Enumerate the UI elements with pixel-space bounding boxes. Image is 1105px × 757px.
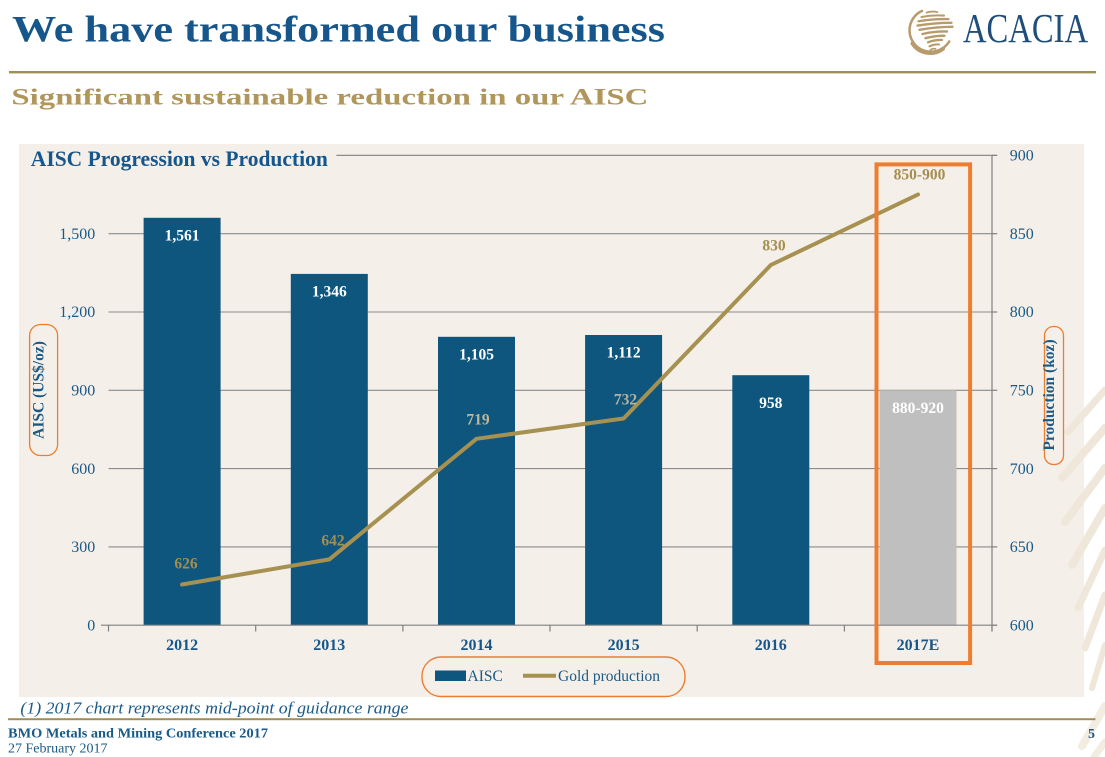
- svg-text:880-920: 880-920: [892, 400, 944, 417]
- svg-text:958: 958: [759, 395, 783, 412]
- svg-text:850-900: 850-900: [894, 167, 946, 184]
- svg-text:830: 830: [762, 238, 786, 255]
- svg-text:AISC Progression vs Production: AISC Progression vs Production: [31, 146, 328, 171]
- svg-text:0: 0: [87, 617, 95, 634]
- svg-text:700: 700: [1010, 461, 1034, 478]
- svg-text:1,200: 1,200: [59, 304, 95, 321]
- svg-text:5: 5: [1088, 727, 1095, 742]
- svg-text:Gold production: Gold production: [558, 668, 660, 685]
- svg-text:719: 719: [466, 412, 490, 429]
- svg-text:2015: 2015: [608, 637, 640, 654]
- svg-text:BMO Metals and Mining Conferen: BMO Metals and Mining Conference 2017: [8, 727, 268, 742]
- svg-text:AISC (US$/oz): AISC (US$/oz): [31, 341, 48, 439]
- svg-text:642: 642: [321, 533, 345, 550]
- svg-text:850: 850: [1010, 226, 1034, 243]
- svg-text:750: 750: [1010, 383, 1034, 400]
- svg-text:1,112: 1,112: [607, 345, 641, 362]
- svg-text:1,346: 1,346: [312, 283, 347, 300]
- svg-text:AISC: AISC: [468, 668, 503, 685]
- svg-text:ACACIA: ACACIA: [963, 5, 1088, 51]
- svg-text:732: 732: [614, 392, 638, 409]
- svg-text:We have transformed our busine: We have transformed our business: [12, 10, 665, 51]
- svg-text:2017E: 2017E: [897, 637, 940, 654]
- svg-text:Production (koz): Production (koz): [1041, 339, 1058, 450]
- svg-text:27 February 2017: 27 February 2017: [8, 742, 108, 757]
- svg-text:900: 900: [71, 383, 95, 400]
- svg-text:900: 900: [1010, 148, 1034, 165]
- svg-text:2012: 2012: [166, 637, 198, 654]
- svg-text:1,105: 1,105: [459, 346, 494, 363]
- svg-text:300: 300: [71, 539, 95, 556]
- svg-text:650: 650: [1010, 539, 1034, 556]
- svg-text:2014: 2014: [461, 637, 493, 654]
- svg-text:2013: 2013: [313, 637, 345, 654]
- svg-text:Significant sustainable reduct: Significant sustainable reduction in our…: [11, 85, 648, 110]
- svg-text:(1) 2017 chart represents mid-: (1) 2017 chart represents mid-point of g…: [20, 699, 408, 718]
- svg-text:1,500: 1,500: [59, 226, 95, 243]
- svg-text:800: 800: [1010, 304, 1034, 321]
- svg-text:2016: 2016: [755, 637, 787, 654]
- svg-text:600: 600: [71, 461, 95, 478]
- svg-text:600: 600: [1010, 617, 1034, 634]
- svg-text:626: 626: [174, 556, 198, 573]
- svg-text:1,561: 1,561: [165, 227, 200, 244]
